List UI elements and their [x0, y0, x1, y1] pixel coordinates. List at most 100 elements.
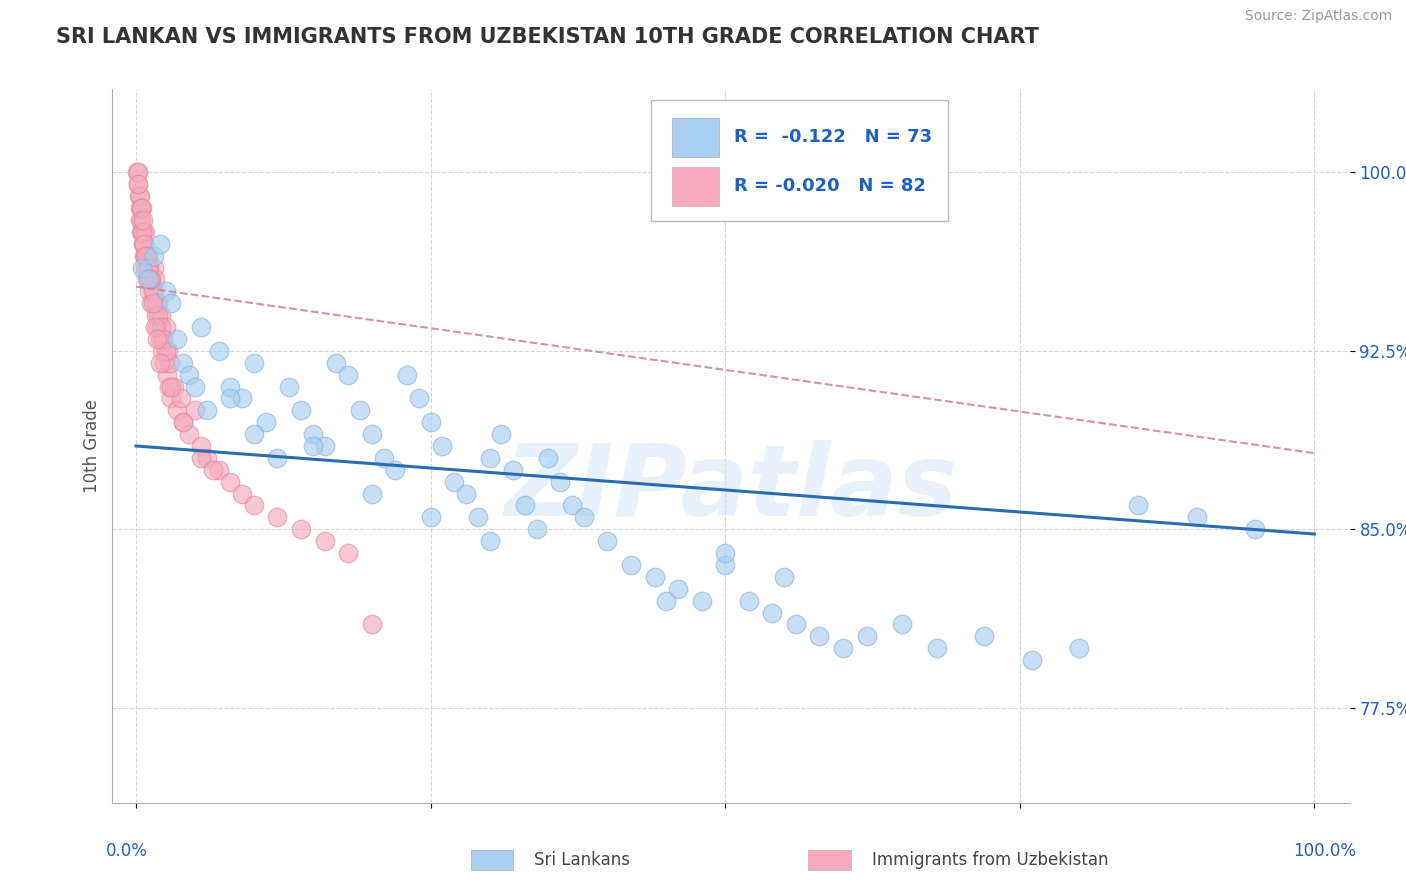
Point [131, 225, 153, 239]
Point [373, 450, 395, 465]
Point [155, 343, 177, 358]
Point [396, 368, 419, 382]
Point [1021, 653, 1043, 667]
Point [131, 260, 153, 275]
Point [143, 320, 166, 334]
Point [153, 356, 176, 370]
Point [243, 499, 266, 513]
FancyBboxPatch shape [672, 167, 718, 206]
Point [301, 427, 323, 442]
Point [572, 510, 595, 524]
Point [148, 296, 170, 310]
Point [129, 189, 152, 203]
Text: Source: ZipAtlas.com: Source: ZipAtlas.com [1244, 9, 1392, 23]
Y-axis label: 10th Grade: 10th Grade [83, 399, 101, 493]
Point [163, 379, 186, 393]
Point [190, 450, 212, 465]
Point [139, 272, 162, 286]
Point [134, 249, 156, 263]
Point [135, 249, 157, 263]
Point [337, 546, 360, 560]
Point [478, 450, 501, 465]
Point [155, 285, 177, 299]
Point [128, 201, 150, 215]
Point [127, 165, 149, 179]
Point [314, 534, 336, 549]
Point [190, 439, 212, 453]
Point [131, 225, 153, 239]
Point [127, 178, 149, 192]
Point [146, 320, 169, 334]
Point [152, 332, 174, 346]
Point [128, 189, 150, 203]
FancyBboxPatch shape [672, 118, 718, 157]
Point [773, 570, 796, 584]
Point [419, 510, 441, 524]
Point [927, 641, 949, 656]
Point [172, 415, 194, 429]
Point [207, 343, 229, 358]
Point [219, 475, 242, 489]
Point [127, 178, 149, 192]
Point [714, 558, 737, 572]
Point [266, 510, 288, 524]
Point [195, 403, 218, 417]
Point [156, 368, 179, 382]
Point [149, 320, 172, 334]
Point [172, 356, 194, 370]
Point [166, 332, 188, 346]
Point [290, 403, 312, 417]
Text: 100.0%: 100.0% [1294, 842, 1355, 860]
Text: Immigrants from Uzbekistan: Immigrants from Uzbekistan [872, 851, 1108, 869]
Point [419, 415, 441, 429]
FancyBboxPatch shape [651, 100, 948, 221]
Point [166, 403, 188, 417]
Point [148, 308, 170, 322]
Point [160, 296, 183, 310]
Point [159, 356, 181, 370]
Point [149, 236, 172, 251]
Point [973, 629, 995, 643]
Point [160, 379, 183, 393]
Point [150, 343, 173, 358]
Point [360, 427, 382, 442]
Point [832, 641, 855, 656]
Point [243, 427, 266, 442]
Point [644, 570, 666, 584]
Point [156, 343, 179, 358]
Point [195, 450, 218, 465]
Point [145, 308, 167, 322]
Point [537, 450, 560, 465]
Point [172, 415, 194, 429]
Point [143, 272, 166, 286]
Point [349, 403, 371, 417]
Point [136, 249, 159, 263]
Point [596, 534, 619, 549]
Point [160, 392, 183, 406]
Point [454, 486, 477, 500]
Point [129, 201, 152, 215]
Point [714, 546, 737, 560]
Point [128, 213, 150, 227]
Point [738, 593, 761, 607]
Point [142, 260, 165, 275]
Point [548, 475, 571, 489]
Point [855, 629, 877, 643]
Point [141, 272, 163, 286]
Point [384, 463, 406, 477]
Point [142, 249, 165, 263]
Point [184, 403, 207, 417]
Point [127, 165, 149, 179]
Text: Sri Lankans: Sri Lankans [534, 851, 630, 869]
Point [132, 213, 155, 227]
Point [134, 236, 156, 251]
Point [134, 225, 156, 239]
Point [136, 260, 159, 275]
Point [808, 629, 831, 643]
Point [502, 463, 524, 477]
Point [219, 392, 242, 406]
Point [443, 475, 465, 489]
Text: R = -0.020   N = 82: R = -0.020 N = 82 [734, 178, 925, 195]
Point [149, 332, 172, 346]
Point [785, 617, 807, 632]
